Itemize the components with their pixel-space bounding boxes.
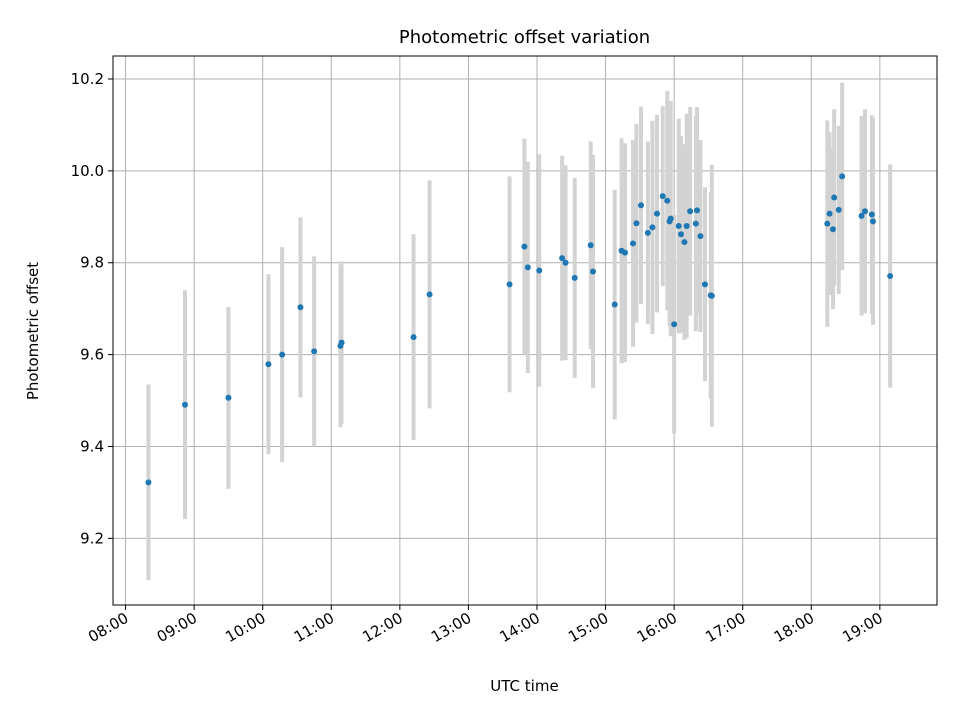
data-point [708,292,715,299]
data-point [654,210,660,217]
data-point [664,197,671,204]
data-point [426,291,433,298]
data-point [683,222,690,229]
data-point [338,339,345,346]
data-point [649,224,656,231]
data-point [697,233,704,240]
data-point [506,281,513,288]
data-point [659,193,666,200]
data-point [279,351,286,358]
data-point [571,274,578,281]
data-point [536,267,543,274]
data-point [830,226,836,233]
data-point [675,222,682,229]
data-point [622,249,628,256]
data-point [687,208,694,215]
data-point [630,240,636,247]
data-point [590,268,596,275]
data-point [862,208,868,215]
data-point [887,273,894,280]
data-point [633,220,640,227]
data-point [835,206,842,213]
data-point [182,401,188,408]
data-point [858,212,865,219]
data-point [225,394,232,401]
data-point [559,255,566,262]
y-tick-label: 10.2 [71,70,104,88]
y-tick-label: 10.0 [71,162,104,180]
data-point [297,304,304,311]
data-point [587,242,594,249]
y-axis-label: Photometric offset [24,262,42,400]
data-point [521,243,528,250]
data-point [671,321,678,328]
data-point [702,281,708,288]
data-point [839,173,846,180]
data-point [644,229,651,236]
x-axis-label: UTC time [490,677,558,695]
data-point [311,348,318,355]
data-point [831,194,838,201]
data-point [870,218,876,225]
y-tick-label: 9.4 [80,438,104,456]
data-point [678,231,684,238]
data-point [145,479,152,486]
data-point [410,334,417,341]
y-tick-label: 9.2 [80,529,104,547]
data-point [824,220,831,227]
data-points [145,173,894,486]
data-point [638,202,644,209]
plot-frame [112,55,938,606]
chart-title: Photometric offset variation [399,27,650,48]
y-tick-label: 9.8 [80,254,104,272]
data-point [611,301,618,308]
data-point [694,207,700,214]
y-tick-label: 9.6 [80,346,104,364]
data-point [667,215,674,222]
data-point [265,361,272,368]
data-point [524,264,531,271]
data-point [692,220,699,227]
data-point [681,239,688,246]
data-point [868,211,875,218]
data-point [562,259,569,266]
data-point [826,210,833,217]
